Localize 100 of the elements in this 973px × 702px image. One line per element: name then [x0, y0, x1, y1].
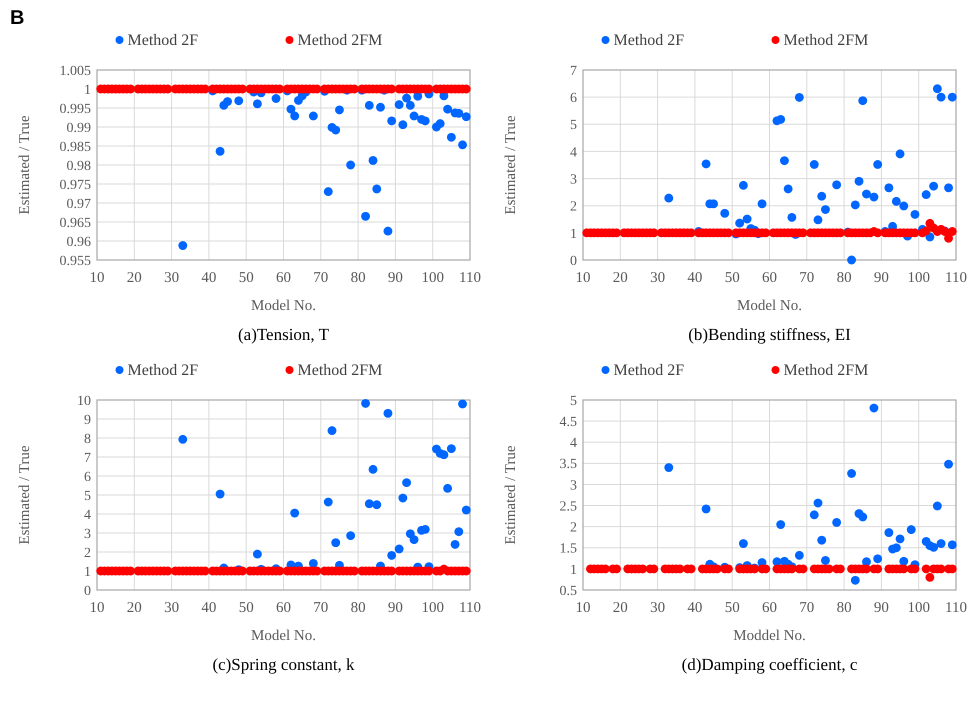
y-tick-label: 3	[570, 478, 577, 494]
x-tick-label: 90	[388, 270, 403, 286]
y-tick-label: 0.97	[66, 196, 91, 212]
y-tick-label: 9	[84, 412, 91, 428]
x-tick-label: 80	[836, 270, 852, 286]
y-tick-label: 6	[570, 91, 577, 106]
x-tick-label: 20	[612, 270, 628, 286]
y-tick-label: 3	[84, 526, 91, 542]
y-tick-label: 1	[570, 562, 577, 578]
y-tick-label: 5	[570, 394, 577, 409]
x-tick-label: 30	[164, 600, 180, 616]
x-tick-label: 80	[836, 600, 852, 616]
x-tick-label: 60	[762, 270, 777, 286]
x-tick-label: 110	[945, 600, 967, 616]
x-tick-label: 90	[874, 270, 889, 286]
y-tick-label: 5	[84, 488, 91, 504]
text: (a)Tension, T	[238, 325, 330, 344]
y-tick-label: 4.5	[560, 415, 577, 430]
x-tick-label: 70	[799, 270, 814, 286]
legend-label: Method 2F	[128, 32, 198, 49]
x-tick-label: 90	[388, 600, 403, 616]
y-tick-label: 4	[84, 508, 91, 523]
x-tick-label: 50	[724, 600, 740, 616]
legend-label: Method 2FM	[784, 32, 868, 49]
text: (d)Damping coefficient, c	[682, 655, 858, 674]
y-axis-title: Estimated / True	[503, 115, 519, 215]
x-tick-label: 70	[313, 600, 328, 616]
x-tick-label: 110	[459, 270, 481, 286]
y-axis-title: Estimated / True	[503, 445, 519, 545]
x-tick-label: 60	[276, 270, 291, 286]
legend-label: Method 2FM	[298, 362, 382, 379]
x-tick-label: 110	[945, 270, 967, 286]
x-tick-label: 30	[164, 270, 180, 286]
y-tick-label: 0.98	[66, 158, 91, 174]
x-axis-title: Moddel No.	[733, 628, 806, 644]
y-tick-label: 0.96	[66, 234, 91, 250]
x-tick-label: 90	[874, 600, 889, 616]
x-tick-label: 50	[238, 270, 254, 286]
y-tick-label: 0.955	[60, 254, 91, 269]
x-tick-label: 70	[313, 270, 328, 286]
y-tick-label: 0.965	[60, 216, 91, 231]
y-tick-label: 1.005	[60, 64, 91, 79]
x-tick-label: 50	[238, 600, 254, 616]
y-tick-label: 0.5	[560, 584, 577, 599]
x-tick-label: 100	[907, 600, 930, 616]
x-tick-label: 20	[126, 270, 142, 286]
x-tick-label: 60	[276, 600, 291, 616]
y-tick-label: 7	[570, 64, 577, 79]
y-tick-label: 8	[84, 432, 91, 447]
y-tick-label: 2	[570, 520, 577, 536]
x-axis-title: Model No.	[737, 298, 802, 314]
x-tick-label: 110	[459, 600, 481, 616]
y-tick-label: 0	[570, 254, 577, 269]
y-tick-label: 0.995	[60, 102, 91, 117]
x-tick-label: 100	[421, 270, 444, 286]
y-tick-label: 1	[84, 564, 91, 580]
x-tick-label: 70	[799, 600, 814, 616]
y-tick-label: 0.975	[60, 178, 91, 193]
x-tick-label: 30	[650, 270, 666, 286]
y-axis-title: Estimated / True	[17, 445, 33, 545]
y-tick-label: 3	[570, 172, 577, 188]
x-tick-label: 40	[687, 600, 702, 616]
y-tick-label: 10	[77, 394, 91, 409]
x-tick-label: 20	[612, 600, 628, 616]
y-axis-title: Estimated / True	[17, 115, 33, 215]
y-tick-label: 2.5	[560, 499, 577, 514]
y-tick-label: 2	[570, 200, 577, 215]
y-tick-label: 0.985	[60, 140, 91, 155]
x-tick-label: 60	[762, 600, 777, 616]
y-tick-label: 1	[570, 226, 577, 242]
legend-label: Method 2F	[614, 362, 684, 379]
x-tick-label: 50	[724, 270, 740, 286]
y-tick-label: 7	[84, 450, 91, 466]
x-tick-label: 80	[350, 600, 366, 616]
legend-label: Method 2F	[128, 362, 198, 379]
text: (b)Bending stiffness, EI	[688, 325, 852, 344]
x-tick-label: 30	[650, 600, 666, 616]
x-axis-title: Model No.	[251, 628, 316, 644]
x-tick-label: 40	[201, 270, 216, 286]
y-tick-label: 0.99	[66, 120, 91, 136]
x-tick-label: 100	[907, 270, 930, 286]
legend-label: Method 2FM	[298, 32, 382, 49]
x-tick-label: 100	[421, 600, 444, 616]
y-tick-label: 1	[84, 82, 91, 98]
y-tick-label: 2	[84, 546, 91, 561]
x-tick-label: 20	[126, 600, 142, 616]
y-tick-label: 3.5	[560, 457, 577, 472]
text: B	[10, 7, 24, 29]
y-tick-label: 6	[84, 470, 91, 485]
x-tick-label: 80	[350, 270, 366, 286]
x-axis-title: Model No.	[251, 298, 316, 314]
y-tick-label: 4	[570, 436, 577, 452]
legend-label: Method 2F	[614, 32, 684, 49]
y-tick-label: 4	[570, 145, 577, 160]
y-tick-label: 0	[84, 584, 91, 599]
x-tick-label: 40	[201, 600, 216, 616]
legend-label: Method 2FM	[784, 362, 868, 379]
text: (c)Spring constant, k	[212, 655, 356, 674]
y-tick-label: 5	[570, 118, 577, 134]
x-tick-label: 40	[687, 270, 702, 286]
